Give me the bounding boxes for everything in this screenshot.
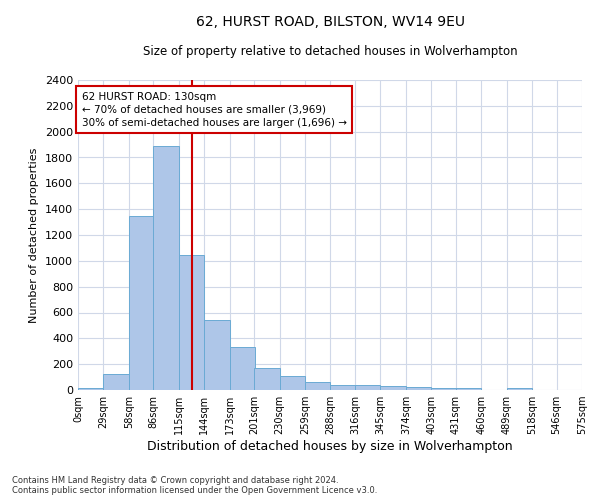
- Bar: [582, 388, 600, 390]
- Bar: [280, 376, 305, 390]
- Text: Contains public sector information licensed under the Open Government Licence v3: Contains public sector information licen…: [12, 486, 377, 495]
- Text: 62 HURST ROAD: 130sqm
← 70% of detached houses are smaller (3,969)
30% of semi-d: 62 HURST ROAD: 130sqm ← 70% of detached …: [82, 92, 347, 128]
- Bar: [78, 388, 103, 390]
- X-axis label: Distribution of detached houses by size in Wolverhampton: Distribution of detached houses by size …: [147, 440, 513, 453]
- Bar: [305, 382, 331, 390]
- Bar: [431, 388, 457, 390]
- Bar: [204, 320, 230, 390]
- Text: Size of property relative to detached houses in Wolverhampton: Size of property relative to detached ho…: [143, 45, 517, 58]
- Y-axis label: Number of detached properties: Number of detached properties: [29, 148, 40, 322]
- Text: Contains HM Land Registry data © Crown copyright and database right 2024.: Contains HM Land Registry data © Crown c…: [12, 476, 338, 485]
- Bar: [406, 388, 431, 390]
- Bar: [355, 386, 380, 390]
- Bar: [230, 346, 255, 390]
- Bar: [506, 388, 532, 390]
- Text: 62, HURST ROAD, BILSTON, WV14 9EU: 62, HURST ROAD, BILSTON, WV14 9EU: [196, 15, 464, 29]
- Bar: [154, 146, 179, 390]
- Bar: [179, 255, 204, 390]
- Bar: [254, 368, 280, 390]
- Bar: [380, 386, 406, 390]
- Bar: [129, 216, 154, 390]
- Bar: [456, 388, 481, 390]
- Bar: [103, 374, 129, 390]
- Bar: [331, 385, 356, 390]
